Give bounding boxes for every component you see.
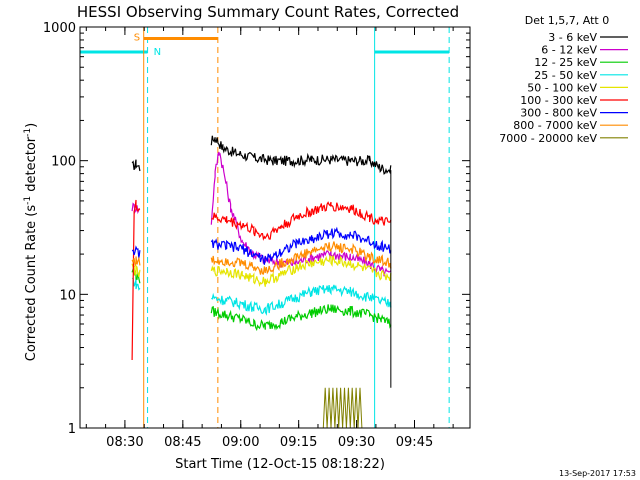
legend-label: 12 - 25 keV [534, 56, 597, 69]
legend-label: 300 - 800 keV [520, 107, 597, 120]
saa-flag-label: S [134, 33, 140, 44]
night-flag-label: N [154, 47, 161, 58]
y-tick-label: 10 [59, 288, 76, 303]
x-tick-label: 09:30 [338, 435, 375, 450]
series-line-7 [210, 226, 392, 265]
series-line-6 [131, 199, 140, 361]
y-axis-label-sup1: -1 [23, 196, 33, 205]
timestamp: 13-Sep-2017 17:53 [559, 469, 636, 478]
legend-label: 3 - 6 keV [548, 31, 597, 44]
series-line-8 [131, 256, 141, 268]
series-line-3 [210, 304, 392, 332]
legend-label: 50 - 100 keV [527, 81, 597, 94]
x-tick-label: 08:30 [106, 435, 143, 450]
y-axis-label-sup2: -1 [23, 128, 33, 137]
series-line-1 [131, 159, 141, 172]
series-line-7 [131, 245, 141, 259]
series-line-8 [210, 241, 392, 275]
x-tick-label: 09:45 [396, 435, 433, 450]
legend-label: 800 - 7000 keV [513, 119, 597, 132]
legend-label: 25 - 50 keV [534, 69, 597, 82]
y-tick-label: 1000 [43, 21, 76, 36]
y-axis-label-end: ) [24, 123, 39, 128]
x-axis-label: Start Time (12-Oct-15 08:18:22) [175, 457, 385, 472]
legend-label: 6 - 12 keV [541, 44, 597, 57]
axes-layer: 1 10 100 1000 08:30 08:45 09:00 09:15 09:30 09:45 [43, 21, 471, 450]
series-line-5 [210, 254, 392, 288]
chart-title: HESSI Observing Summary Count Rates, Cor… [77, 3, 459, 21]
x-tick-label: 08:45 [164, 435, 201, 450]
legend-label: 100 - 300 keV [520, 94, 597, 107]
series-line-1 [210, 135, 392, 175]
y-tick-label: 100 [51, 155, 76, 170]
series-line-6 [211, 201, 392, 241]
plot-frame [79, 26, 471, 429]
x-tick-label: 09:15 [280, 435, 317, 450]
legend-label: 7000 - 20000 keV [499, 132, 597, 145]
series-layer [131, 135, 392, 429]
series-line-2 [210, 151, 392, 277]
x-tick-label: 09:00 [222, 435, 259, 450]
y-axis-label: Corrected Count Rate (s-1 detector-1) [23, 123, 39, 361]
legend-header: Det 1,5,7, Att 0 [525, 14, 609, 27]
series-line-4 [211, 284, 392, 316]
y-axis-label-main: Corrected Count Rate (s [24, 205, 39, 362]
y-tick-label: 1 [68, 422, 76, 437]
y-axis-label-mid: detector [24, 136, 39, 196]
